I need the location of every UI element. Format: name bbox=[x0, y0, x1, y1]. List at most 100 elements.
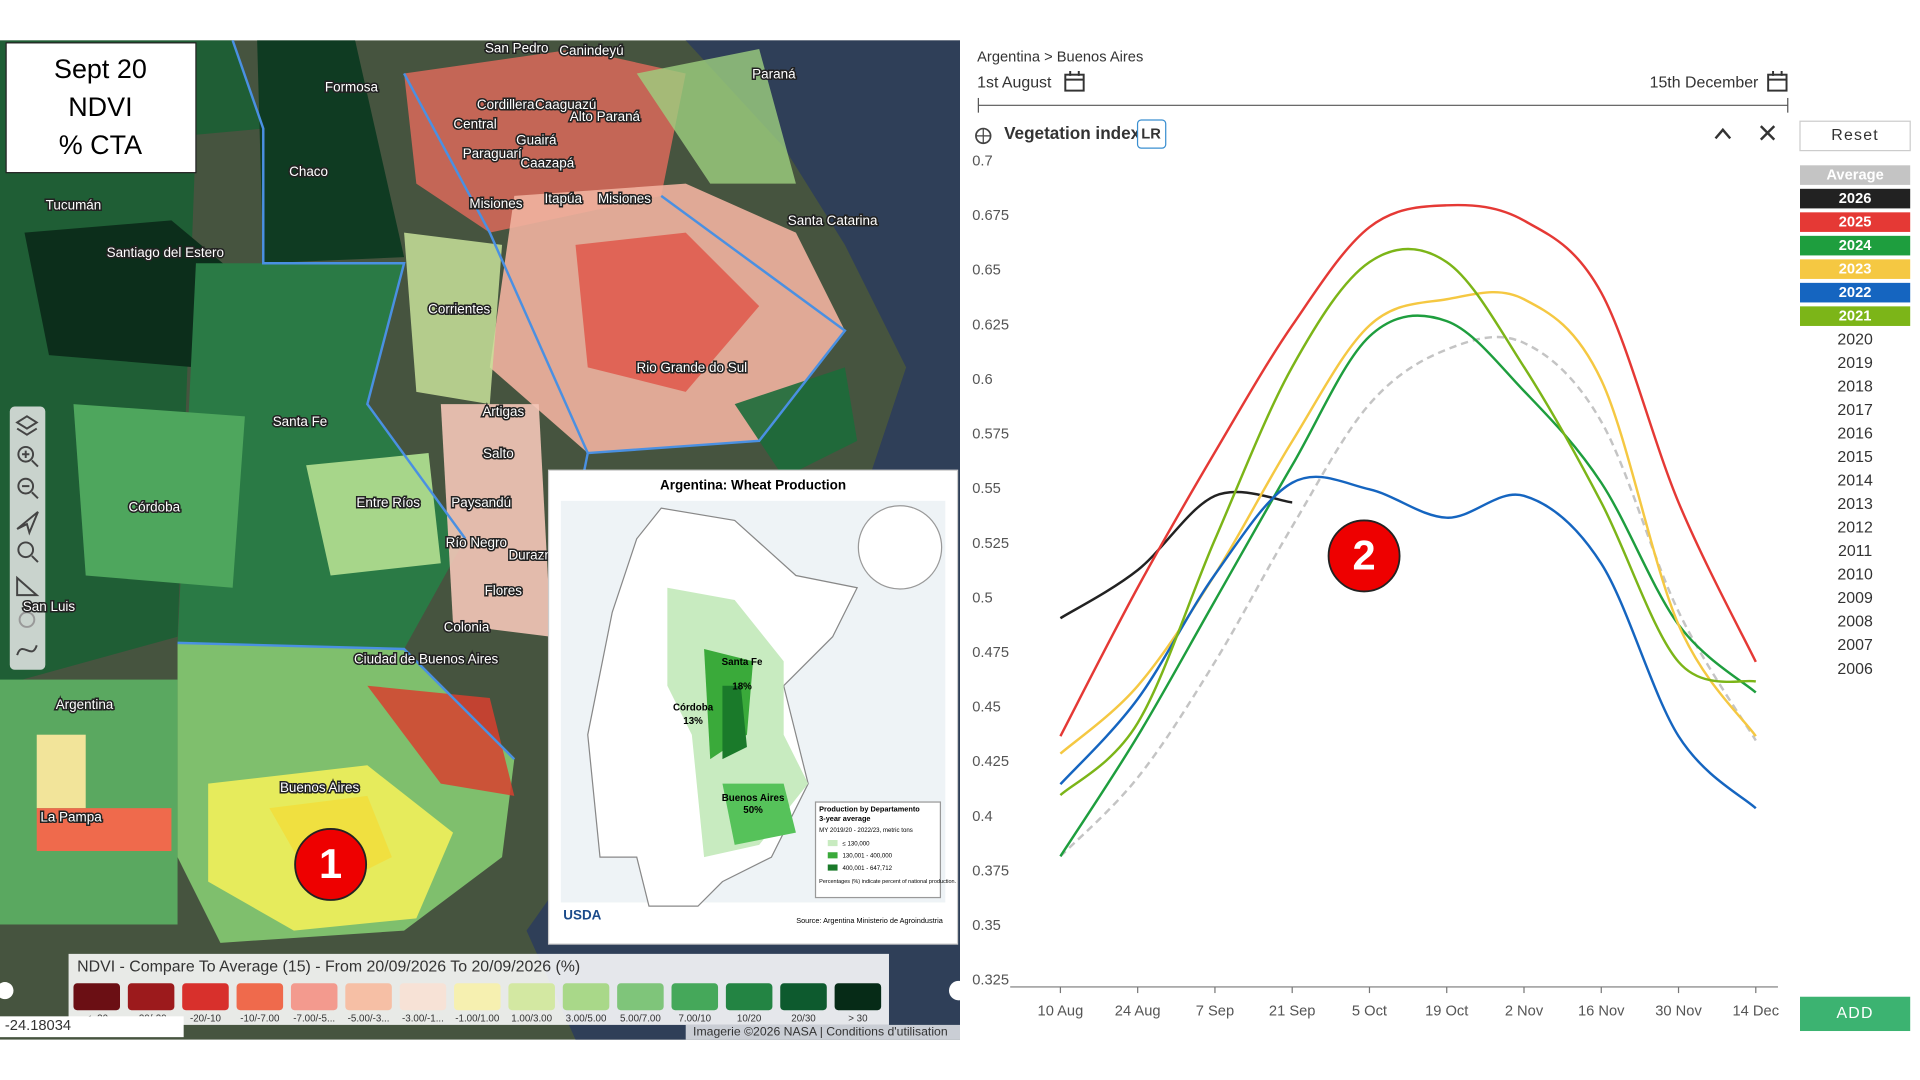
year-option[interactable]: 2012 bbox=[1837, 520, 1873, 537]
legend-label: 2021 bbox=[1839, 309, 1872, 325]
legend-button[interactable] bbox=[1800, 212, 1911, 232]
map: San Pedro Canindeyú Formosa Paraná Cordi… bbox=[0, 39, 969, 1040]
ndvi-swatch bbox=[834, 983, 882, 1011]
map-labels: San Pedro Canindeyú Formosa Paraná Cordi… bbox=[21, 39, 879, 826]
draw-button[interactable] bbox=[16, 644, 38, 656]
ndvi-swatch-label: 20/30 bbox=[791, 1013, 816, 1024]
x-tick-label: 2 Nov bbox=[1505, 1003, 1544, 1019]
inset-region-share: 18% bbox=[732, 682, 752, 693]
x-tick-label: 5 Oct bbox=[1352, 1003, 1387, 1019]
end-date[interactable]: 15th December bbox=[1650, 74, 1759, 91]
map-label: Durazno bbox=[508, 547, 559, 562]
layers-button[interactable] bbox=[15, 415, 39, 436]
map-label: Itapúa bbox=[545, 191, 583, 206]
ndvi-swatch-label: -5.00/-3... bbox=[348, 1013, 390, 1024]
ndvi-swatch-label: > 30 bbox=[848, 1013, 868, 1024]
usda-logo: USDA bbox=[563, 907, 601, 922]
reset-label: Reset bbox=[1831, 127, 1879, 144]
map-label: Artigas bbox=[482, 404, 524, 419]
year-option[interactable]: 2019 bbox=[1837, 355, 1873, 372]
inset-region-share: 50% bbox=[743, 805, 763, 816]
series-line bbox=[1059, 203, 1757, 737]
locate-button[interactable] bbox=[16, 511, 39, 536]
x-tick-label: 19 Oct bbox=[1425, 1003, 1468, 1019]
start-date[interactable]: 1st August bbox=[977, 74, 1052, 91]
info-line: % CTA bbox=[59, 130, 142, 160]
ndvi-swatch bbox=[671, 983, 719, 1011]
year-option[interactable]: 2018 bbox=[1837, 379, 1873, 396]
ndvi-swatch-label: 3.00/5.00 bbox=[566, 1013, 607, 1024]
y-tick-label: 0.35 bbox=[972, 918, 1001, 934]
search-button[interactable] bbox=[17, 541, 39, 563]
legend-button[interactable] bbox=[1800, 165, 1911, 185]
year-option[interactable]: 2006 bbox=[1837, 661, 1873, 678]
year-option[interactable]: 2010 bbox=[1837, 567, 1873, 584]
breadcrumb: Argentina > Buenos Aires bbox=[977, 49, 1143, 65]
map-label: Chaco bbox=[289, 164, 328, 179]
year-option[interactable]: 2007 bbox=[1837, 637, 1873, 654]
map-label: Misiones bbox=[598, 191, 651, 206]
zoom-out-button[interactable] bbox=[17, 477, 39, 500]
info-line: NDVI bbox=[68, 92, 132, 122]
year-option[interactable]: 2009 bbox=[1837, 590, 1873, 607]
series-line bbox=[1059, 335, 1757, 858]
year-option[interactable]: 2016 bbox=[1837, 426, 1873, 443]
calendar-icon[interactable] bbox=[1767, 71, 1788, 92]
year-option[interactable]: 2014 bbox=[1837, 473, 1873, 490]
inset-source: Source: Argentina Ministerio de Agroindu… bbox=[796, 916, 944, 925]
map-next[interactable] bbox=[948, 980, 969, 1001]
y-tick-label: 0.325 bbox=[972, 973, 1009, 989]
badge-label: 2 bbox=[1353, 531, 1376, 578]
legend-button[interactable] bbox=[1800, 306, 1911, 326]
y-tick-label: 0.575 bbox=[972, 427, 1009, 443]
x-tick-label: 14 Dec bbox=[1733, 1003, 1780, 1019]
ndvi-swatch bbox=[182, 983, 229, 1011]
zoom-in-button[interactable] bbox=[17, 445, 39, 468]
ndvi-swatch-label: 5.00/7.00 bbox=[620, 1013, 661, 1024]
y-tick-label: 0.375 bbox=[972, 863, 1009, 879]
legend-label: 2026 bbox=[1839, 191, 1872, 207]
y-tick-label: 0.525 bbox=[972, 536, 1009, 552]
legend-button[interactable] bbox=[1800, 282, 1911, 303]
y-tick-label: 0.425 bbox=[972, 754, 1009, 770]
map-label: Cordillera bbox=[477, 97, 535, 112]
y-tick-label: 0.55 bbox=[972, 481, 1001, 497]
y-tick-label: 0.6 bbox=[972, 372, 992, 388]
year-option[interactable]: 2008 bbox=[1837, 614, 1873, 631]
map-label: Paraná bbox=[752, 66, 796, 81]
x-tick-label: 16 Nov bbox=[1578, 1003, 1625, 1019]
year-option[interactable]: 2015 bbox=[1837, 449, 1873, 466]
map-label: Ciudad de Buenos Aires bbox=[354, 652, 499, 667]
year-option[interactable]: 2013 bbox=[1837, 496, 1873, 513]
calendar-icon[interactable] bbox=[1064, 71, 1085, 92]
x-tick-label: 7 Sep bbox=[1196, 1003, 1234, 1019]
reset-button[interactable] bbox=[1799, 120, 1911, 152]
close-button[interactable] bbox=[1759, 125, 1776, 141]
add-label: ADD bbox=[1836, 1005, 1873, 1022]
inset-region: Buenos Aires bbox=[722, 793, 785, 804]
year-option[interactable]: 2017 bbox=[1837, 402, 1873, 419]
index-badge[interactable] bbox=[1136, 119, 1167, 149]
ndvi-swatch bbox=[725, 983, 773, 1011]
add-button[interactable] bbox=[1800, 996, 1911, 1032]
badge-label: 1 bbox=[319, 840, 342, 887]
badge bbox=[1327, 519, 1401, 593]
legend-label: 2022 bbox=[1839, 285, 1872, 301]
legend-button[interactable] bbox=[1800, 188, 1911, 209]
attribution: Imagerie ©2026 NASA | Conditions d'utili… bbox=[693, 1024, 948, 1038]
gps-button[interactable] bbox=[18, 611, 36, 628]
map-label: La Pampa bbox=[40, 810, 102, 825]
panel: Argentina > Buenos Aires 1st August 15th… bbox=[972, 49, 1911, 1032]
map-prev[interactable] bbox=[0, 982, 14, 1000]
map-label: Tucumán bbox=[46, 197, 102, 212]
legend-label: 2023 bbox=[1839, 262, 1872, 278]
collapse-button[interactable] bbox=[1714, 127, 1732, 140]
x-tick-label: 30 Nov bbox=[1655, 1003, 1702, 1019]
legend-button[interactable] bbox=[1800, 235, 1911, 256]
year-option[interactable]: 2011 bbox=[1838, 543, 1872, 560]
measure-button[interactable] bbox=[16, 575, 40, 597]
ndvi-swatch-label: 10/20 bbox=[737, 1013, 762, 1024]
year-option[interactable]: 2020 bbox=[1837, 332, 1873, 349]
legend-button[interactable] bbox=[1800, 259, 1911, 279]
